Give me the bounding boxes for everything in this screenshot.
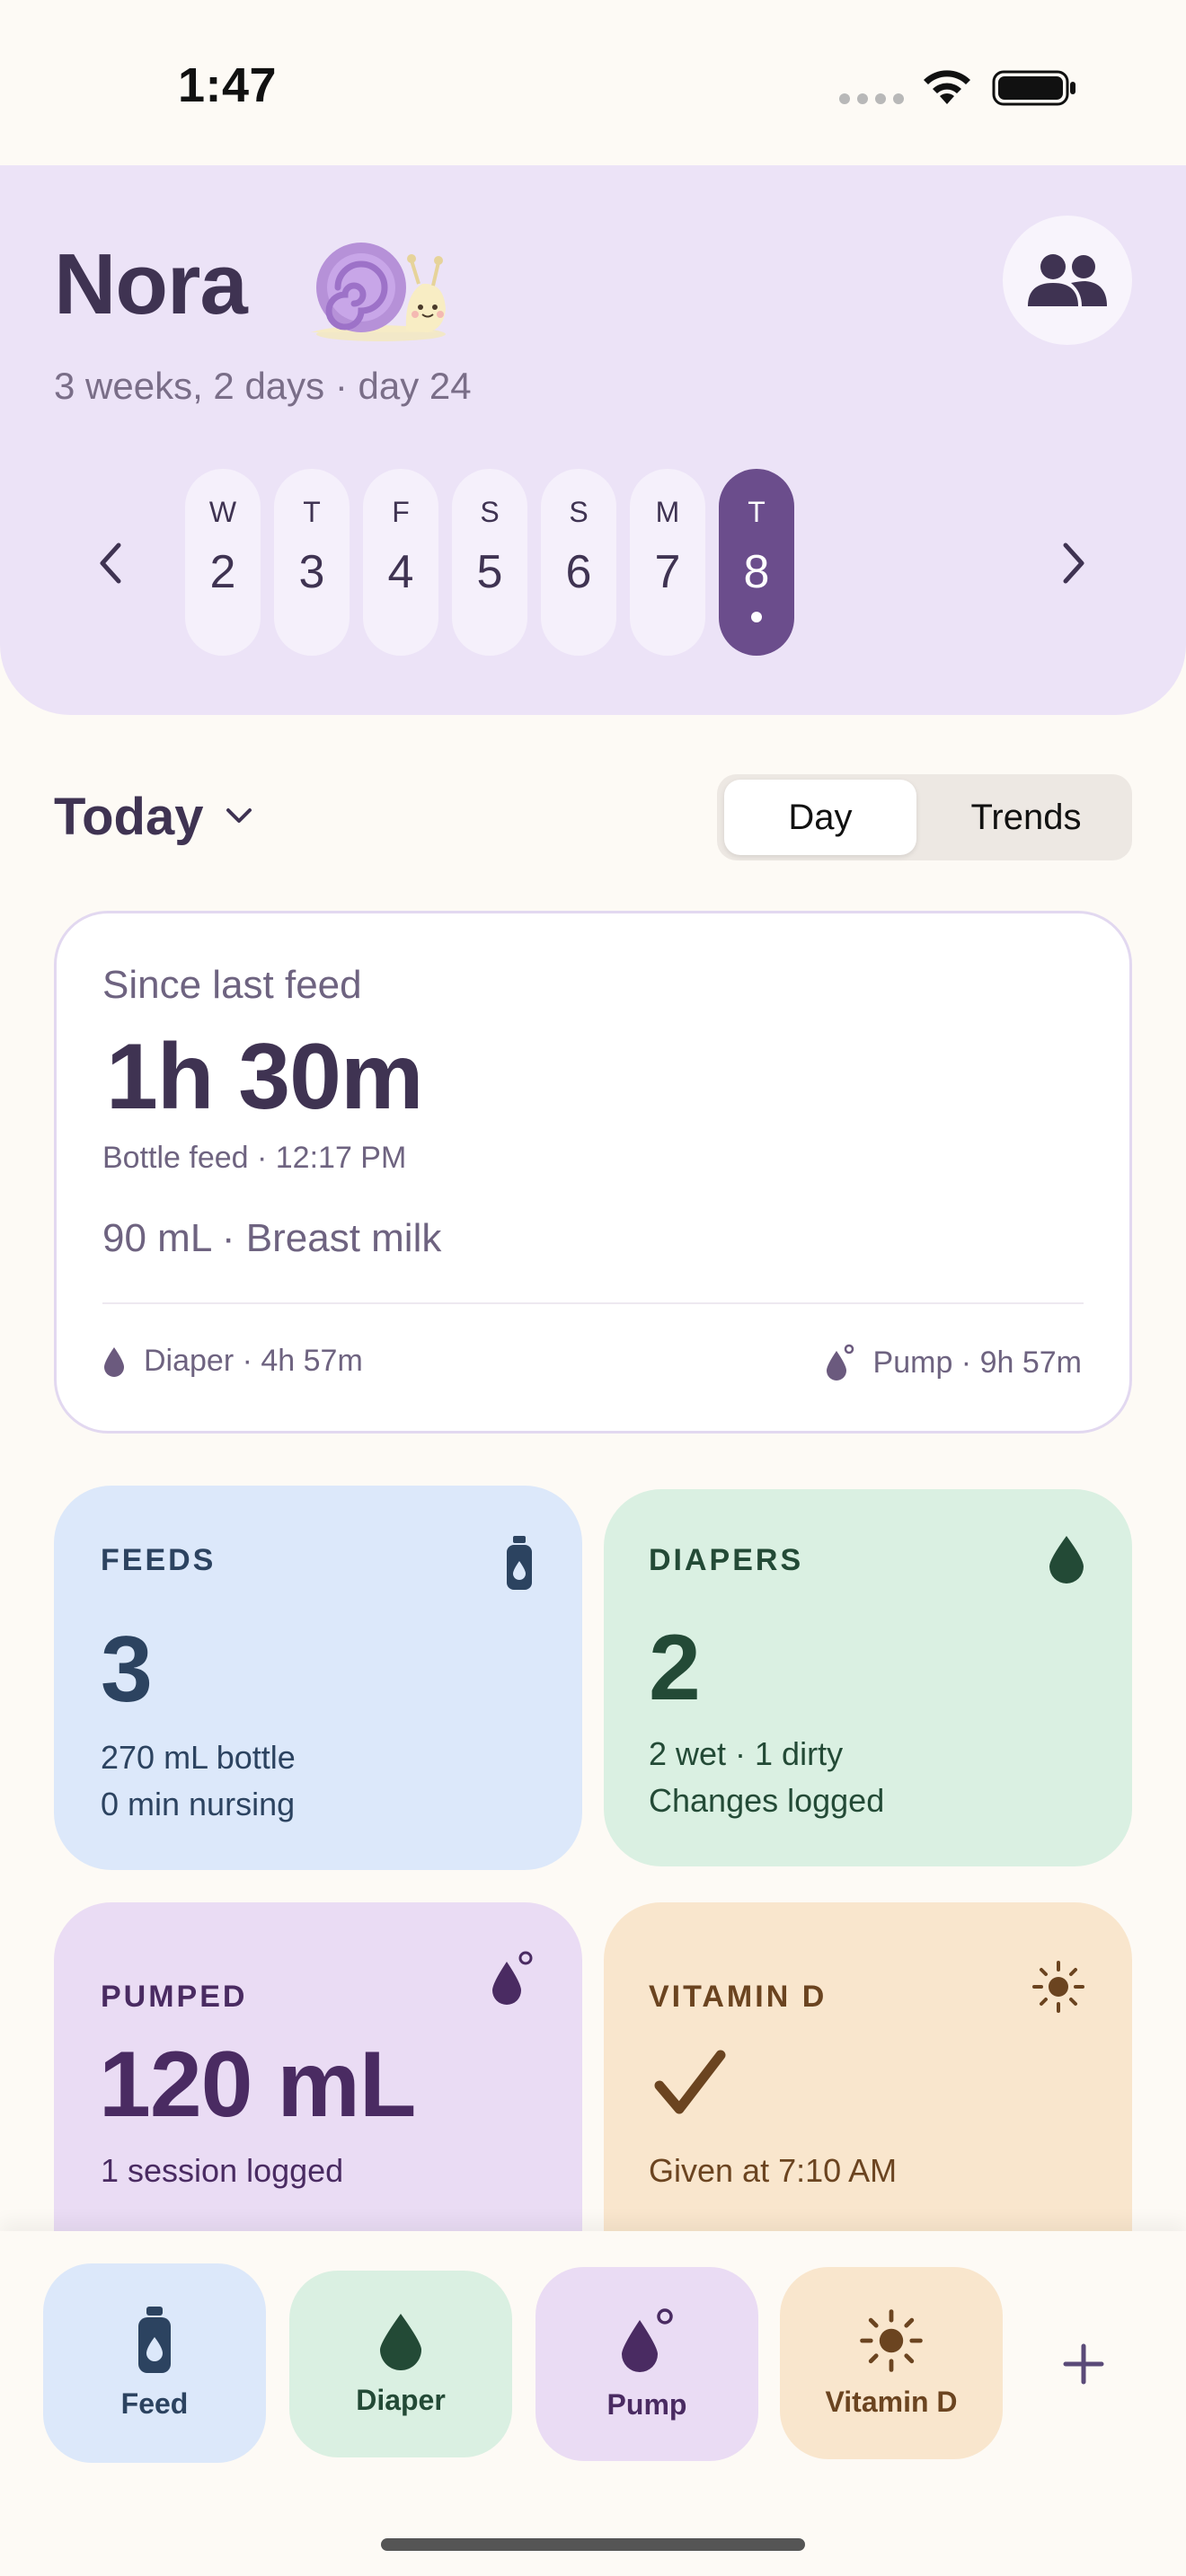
- checkmark-icon: [654, 2050, 726, 2114]
- pumped-title: PUMPED: [101, 1980, 248, 2014]
- feeds-card[interactable]: FEEDS 3 270 mL bottle 0 min nursing: [54, 1486, 582, 1870]
- day-number: 3: [298, 546, 325, 598]
- feeds-nursing-total: 0 min nursing: [101, 1786, 296, 1822]
- add-more-button[interactable]: [1051, 2332, 1116, 2396]
- day-pill[interactable]: M 7: [630, 469, 705, 656]
- today-dot: [751, 612, 762, 622]
- diapers-breakdown: 2 wet · 1 dirty: [649, 1735, 844, 1772]
- wifi-icon: [924, 70, 970, 104]
- last-feed-label: Since last feed: [102, 963, 362, 1007]
- day-number: 6: [565, 546, 592, 598]
- day-number: 5: [476, 546, 503, 598]
- day-number: 8: [743, 546, 770, 598]
- last-diaper: Diaper · 4h 57m: [102, 1344, 363, 1379]
- people-icon: [1028, 254, 1107, 306]
- pump-drop-icon: [622, 2307, 673, 2372]
- cellular-signal-icon: [839, 93, 904, 104]
- day-pill[interactable]: T 3: [274, 469, 350, 656]
- diapers-title: DIAPERS: [649, 1543, 804, 1577]
- chevron-down-icon[interactable]: [221, 798, 257, 834]
- sun-icon: [1032, 1961, 1084, 2013]
- segment-day[interactable]: Day: [724, 780, 916, 855]
- vitamin-d-time: Given at 7:10 AM: [649, 2152, 898, 2189]
- log-vitamin-d-label: Vitamin D: [825, 2385, 958, 2418]
- day-pill-selected[interactable]: T 8: [719, 469, 794, 656]
- chevron-right-icon: [1063, 543, 1084, 584]
- log-feed-button[interactable]: Feed: [43, 2263, 266, 2463]
- home-indicator[interactable]: [381, 2538, 805, 2551]
- pump-drop-icon: [826, 1344, 854, 1381]
- bottle-icon: [138, 2306, 171, 2373]
- caregivers-button[interactable]: [1003, 216, 1132, 345]
- next-week-button[interactable]: [1042, 532, 1105, 595]
- snail-mascot-icon: [311, 243, 446, 341]
- day-pill[interactable]: S 6: [541, 469, 616, 656]
- pumped-total: 120 mL: [99, 2033, 416, 2137]
- day-of-week: W: [208, 496, 237, 528]
- vitamin-d-title: VITAMIN D: [649, 1980, 828, 2014]
- divider: [102, 1302, 1084, 1304]
- segment-trends[interactable]: Trends: [970, 797, 1082, 837]
- feeds-count: 3: [101, 1618, 153, 1722]
- day-of-week: F: [392, 496, 410, 528]
- day-of-week: T: [748, 496, 766, 528]
- status-time: 1:47: [178, 58, 278, 112]
- feeds-bottle-total: 270 mL bottle: [101, 1739, 296, 1776]
- day-of-week: M: [655, 496, 680, 528]
- diapers-note: Changes logged: [649, 1782, 885, 1819]
- day-pill[interactable]: S 5: [452, 469, 527, 656]
- sun-icon: [860, 2308, 923, 2372]
- day-pill[interactable]: W 2: [185, 469, 261, 656]
- feeds-title: FEEDS: [101, 1543, 217, 1577]
- last-feed-amount: 90 mL · Breast milk: [102, 1216, 442, 1260]
- last-feed-card[interactable]: [54, 911, 1132, 1434]
- age-label: 3 weeks, 2 days · day 24: [54, 365, 472, 407]
- log-diaper-button[interactable]: Diaper: [289, 2271, 512, 2457]
- day-number: 4: [387, 546, 414, 598]
- last-feed-detail: Bottle feed · 12:17 PM: [102, 1141, 407, 1175]
- day-of-week: S: [569, 496, 589, 528]
- drop-icon: [104, 1346, 124, 1377]
- last-pump: Pump · 9h 57m: [825, 1344, 1082, 1381]
- log-pump-button[interactable]: Pump: [535, 2267, 758, 2461]
- previous-week-button[interactable]: [79, 532, 142, 595]
- drop-icon: [1049, 1536, 1084, 1584]
- day-number: 7: [654, 546, 681, 598]
- battery-icon: [992, 70, 1075, 106]
- last-feed-elapsed: 1h 30m: [106, 1025, 423, 1129]
- day-number: 2: [209, 546, 236, 598]
- diapers-card[interactable]: DIAPERS 2 2 wet · 1 dirty Changes logged: [604, 1489, 1132, 1866]
- date-range-selector[interactable]: Today: [54, 788, 204, 846]
- pump-drop-icon: [492, 1951, 533, 2005]
- day-pill[interactable]: F 4: [363, 469, 438, 656]
- baby-name: Nora: [54, 236, 248, 332]
- pumped-sessions: 1 session logged: [101, 2152, 344, 2189]
- chevron-left-icon: [100, 543, 121, 584]
- day-of-week: T: [303, 496, 321, 528]
- plus-icon: [1063, 2343, 1104, 2385]
- day-of-week: S: [480, 496, 500, 528]
- diapers-count: 2: [649, 1616, 701, 1720]
- bottle-icon: [507, 1536, 532, 1590]
- last-pump-text: Pump · 9h 57m: [872, 1345, 1082, 1380]
- log-feed-label: Feed: [120, 2386, 189, 2420]
- last-diaper-text: Diaper · 4h 57m: [144, 1344, 363, 1378]
- log-vitamin-d-button[interactable]: Vitamin D: [780, 2267, 1003, 2459]
- drop-icon: [380, 2313, 421, 2370]
- log-pump-label: Pump: [606, 2387, 687, 2421]
- log-diaper-label: Diaper: [356, 2383, 446, 2416]
